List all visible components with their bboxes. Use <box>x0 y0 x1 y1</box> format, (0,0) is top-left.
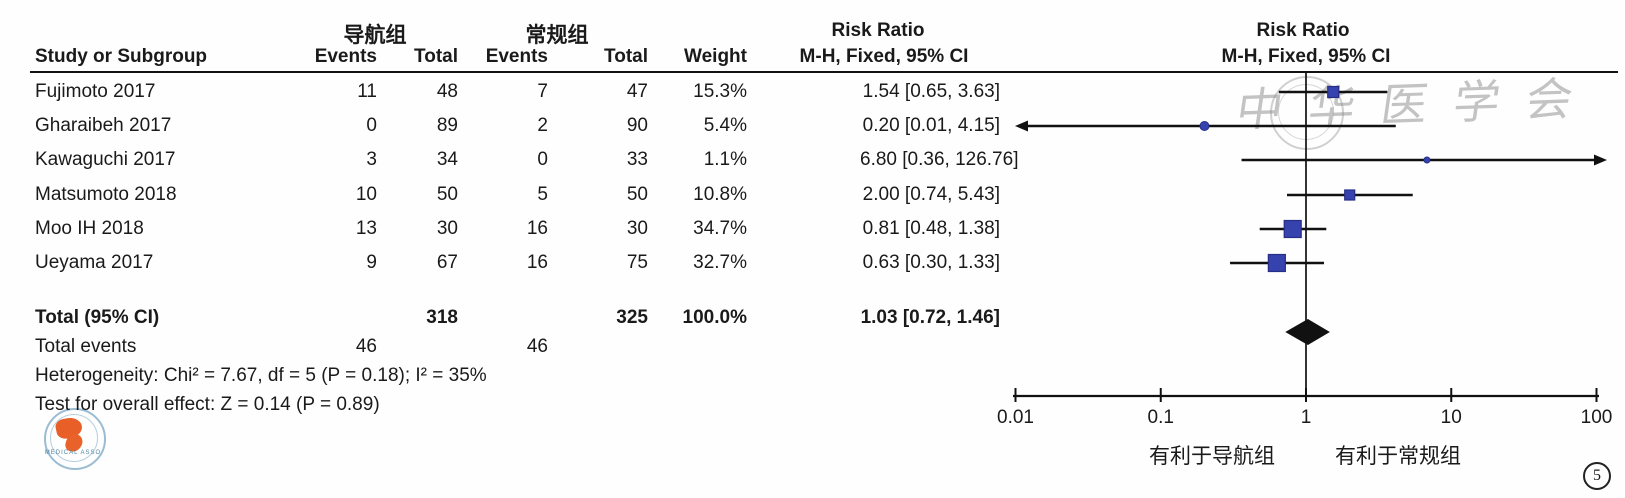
ci-value: 0.63 [0.30, 1.33] <box>862 252 1000 273</box>
mh-ci-header-left: M-H, Fixed, 95% CI <box>799 46 969 67</box>
risk-ratio-header-right: Risk Ratio <box>1256 20 1350 41</box>
weight-value: 34.7% <box>693 218 747 239</box>
study-name: Ueyama 2017 <box>35 252 154 273</box>
events2-value: 16 <box>526 218 548 239</box>
total1-value: 48 <box>436 81 458 102</box>
effect-marker <box>1283 219 1302 239</box>
total-diamond <box>1285 319 1330 345</box>
events2-header: Events <box>485 46 548 67</box>
events2-value: 0 <box>537 149 548 170</box>
ci-value: 0.81 [0.48, 1.38] <box>862 218 1000 239</box>
right-arrow <box>1594 154 1607 166</box>
effect-marker <box>1199 121 1210 131</box>
tick-label: 0.1 <box>1147 407 1174 428</box>
tick-label: 1 <box>1300 407 1312 428</box>
total2-value: 50 <box>626 184 648 205</box>
study-name: Gharaibeh 2017 <box>35 115 172 136</box>
events1-value: 13 <box>355 218 377 239</box>
weight-value: 5.4% <box>703 115 747 136</box>
effect-marker <box>1327 85 1340 99</box>
group2-header: 常规组 <box>525 24 589 47</box>
heterogeneity-text: Heterogeneity: Chi² = 7.67, df = 5 (P = … <box>35 365 487 386</box>
total2-value: 33 <box>626 149 648 170</box>
figure-number-badge: 5 <box>1583 462 1611 490</box>
study-subgroup-header: Study or Subgroup <box>35 46 208 67</box>
total2-value: 90 <box>626 115 648 136</box>
effect-marker <box>1267 253 1286 273</box>
total-events1: 46 <box>355 336 377 357</box>
total1-value: 67 <box>436 252 458 273</box>
total1-value: 30 <box>436 218 458 239</box>
weight-value: 10.8% <box>693 184 747 205</box>
events1-value: 3 <box>366 149 377 170</box>
logo-text: MEDICAL ASSO <box>44 450 102 456</box>
header-rule <box>30 71 1618 73</box>
events2-value: 2 <box>537 115 548 136</box>
medical-association-logo-icon: MEDICAL ASSO <box>44 408 106 470</box>
risk-ratio-header-left: Risk Ratio <box>831 20 925 41</box>
total1-value: 50 <box>436 184 458 205</box>
effect-marker <box>1344 189 1356 201</box>
events1-value: 11 <box>357 81 377 102</box>
total-weight: 100.0% <box>682 307 747 328</box>
tick-label: 100 <box>1580 407 1613 428</box>
total2-header: Total <box>604 46 648 67</box>
events2-value: 7 <box>537 81 548 102</box>
total1-value: 34 <box>436 149 458 170</box>
events2-value: 16 <box>526 252 548 273</box>
events1-header: Events <box>314 46 377 67</box>
total1-header: Total <box>414 46 458 67</box>
total-events-label: Total events <box>35 336 137 357</box>
favors-right-label: 有利于常规组 <box>1335 445 1461 468</box>
total2-value: 30 <box>626 218 648 239</box>
logo-ring <box>44 408 106 470</box>
ci-value: 2.00 [0.74, 5.43] <box>862 184 1000 205</box>
total2-sum: 325 <box>616 307 648 328</box>
group1-header: 导航组 <box>343 24 407 47</box>
ci-value: 6.80 [0.36, 126.76] <box>860 149 1019 170</box>
events1-value: 10 <box>355 184 377 205</box>
effect-marker <box>1423 156 1431 164</box>
events2-value: 5 <box>537 184 548 205</box>
total-ci: 1.03 [0.72, 1.46] <box>860 307 1000 328</box>
weight-value: 15.3% <box>693 81 747 102</box>
mh-ci-header-right: M-H, Fixed, 95% CI <box>1221 46 1391 67</box>
total-label: Total (95% CI) <box>35 307 160 328</box>
tick-label: 10 <box>1440 407 1462 428</box>
study-name: Moo IH 2018 <box>35 218 144 239</box>
study-name: Matsumoto 2018 <box>35 184 177 205</box>
events1-value: 9 <box>366 252 377 273</box>
total-events2: 46 <box>526 336 548 357</box>
study-name: Kawaguchi 2017 <box>35 149 176 170</box>
overall-effect-text: Test for overall effect: Z = 0.14 (P = 0… <box>35 394 380 415</box>
total2-value: 47 <box>626 81 648 102</box>
study-name: Fujimoto 2017 <box>35 81 156 102</box>
events1-value: 0 <box>366 115 377 136</box>
weight-header: Weight <box>684 46 747 67</box>
ci-value: 1.54 [0.65, 3.63] <box>862 81 1000 102</box>
tick-label: 0.01 <box>997 407 1034 428</box>
total1-value: 89 <box>436 115 458 136</box>
ci-value: 0.20 [0.01, 4.15] <box>862 115 1000 136</box>
weight-value: 1.1% <box>703 149 747 170</box>
total2-value: 75 <box>626 252 648 273</box>
favors-left-label: 有利于导航组 <box>1149 445 1275 468</box>
weight-value: 32.7% <box>693 252 747 273</box>
total1-sum: 318 <box>426 307 458 328</box>
left-arrow <box>1015 120 1028 132</box>
